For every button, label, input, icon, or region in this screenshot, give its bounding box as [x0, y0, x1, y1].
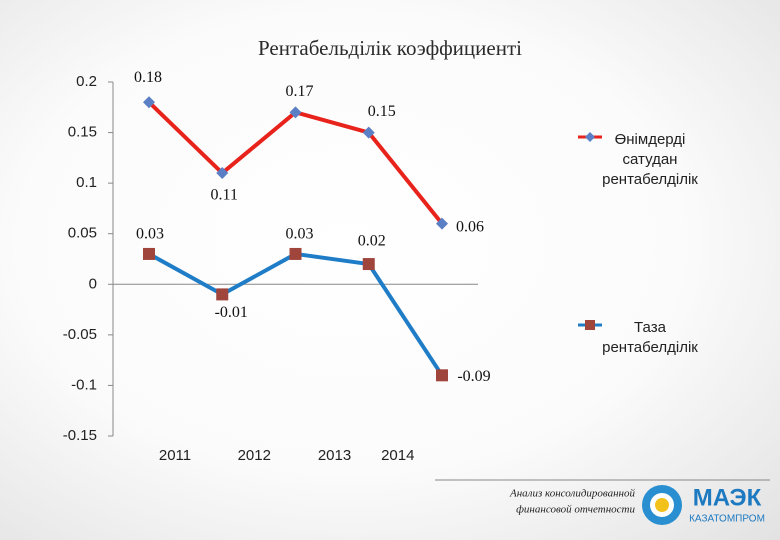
data-label: 0.15: [368, 103, 396, 120]
y-tick-label: -0.15: [63, 427, 97, 444]
data-label: 0.06: [456, 218, 484, 235]
footer-caption: финансовой отчетности: [516, 504, 635, 516]
data-label: 0.02: [358, 233, 386, 250]
y-tick-label: -0.05: [63, 326, 97, 343]
logo-subtext: КАЗАТОМПРОМ: [689, 514, 765, 525]
y-tick-label: 0.05: [68, 225, 97, 242]
y-tick-label: 0.1: [76, 174, 97, 191]
y-tick-label: -0.1: [71, 376, 97, 393]
marker: [289, 247, 302, 260]
x-tick-label: 2011: [159, 447, 191, 464]
data-label: 0.17: [286, 83, 314, 100]
logo-icon: [642, 485, 682, 525]
y-tick-label: 0: [89, 275, 97, 292]
series-line: [148, 251, 444, 377]
marker: [362, 126, 375, 139]
marker: [362, 258, 375, 271]
legend-marker: [585, 320, 595, 330]
marker: [143, 247, 155, 260]
x-tick-label: 2013: [318, 447, 351, 464]
y-tick-label: 0.15: [68, 124, 97, 141]
legend-marker: [585, 132, 595, 142]
data-label: 0.18: [134, 69, 162, 86]
legend-label: Өнімдерді сатудан рентабелділік: [602, 131, 698, 188]
marker: [289, 106, 302, 119]
data-label: -0.09: [457, 368, 490, 385]
logo-text: МАЭК: [693, 484, 762, 511]
chart-title: Рентабельділік коэффициенті: [258, 36, 522, 60]
marker: [143, 96, 155, 109]
legend-label: Таза рентабелділік: [602, 319, 698, 356]
marker: [216, 288, 229, 301]
footer-caption: Анализ консолидированной: [509, 488, 636, 500]
marker: [436, 217, 448, 230]
data-label: 0.11: [211, 187, 238, 204]
series-line: [147, 100, 444, 225]
data-label: -0.01: [215, 304, 248, 321]
x-tick-label: 2014: [381, 447, 414, 464]
marker: [216, 167, 229, 180]
x-tick-label: 2012: [238, 447, 271, 464]
marker: [436, 369, 448, 382]
data-label: 0.03: [136, 226, 164, 243]
y-tick-label: 0.2: [76, 73, 97, 90]
data-label: 0.03: [286, 226, 314, 243]
